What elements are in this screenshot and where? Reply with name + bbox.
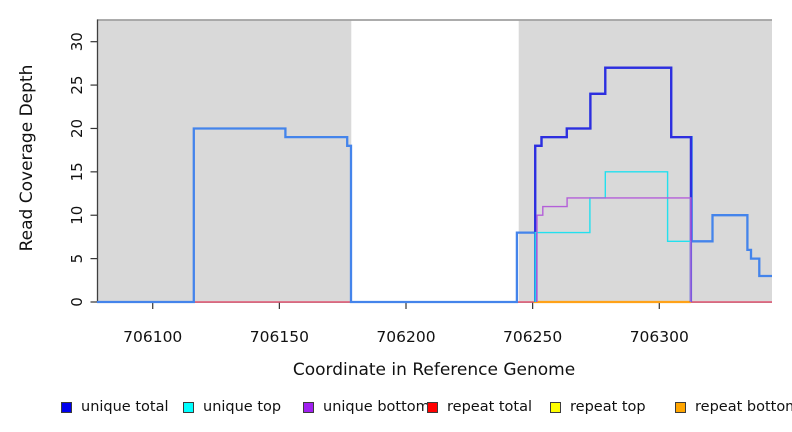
legend-item-repeat-total: repeat total xyxy=(427,398,532,416)
legend-item-repeat-top: repeat top xyxy=(550,398,646,416)
legend-item-unique-top: unique top xyxy=(183,398,281,416)
x-axis-title: Coordinate in Reference Genome xyxy=(292,360,576,380)
y-axis-title: Read Coverage Depth xyxy=(17,64,37,252)
x-tick-label: 706300 xyxy=(630,328,689,346)
coverage-chart-canvas: 706100 706150 706200 706250 706300 0 5 10 15 20 25… xyxy=(68,19,772,346)
x-tick-label: 706100 xyxy=(123,328,182,346)
y-tick-label: 15 xyxy=(68,162,86,181)
legend-item-unique-bottom: unique bottom xyxy=(303,398,430,416)
legend-label: repeat top xyxy=(570,399,646,415)
series-unique-bottom xyxy=(536,197,692,302)
legend: unique total unique top unique bottom re… xyxy=(0,398,792,418)
series-unique-total xyxy=(534,66,693,302)
legend-label: repeat bottom xyxy=(695,399,792,415)
unique-total-swatch-icon xyxy=(61,401,72,413)
y-tick-label: 10 xyxy=(68,206,86,225)
legend-label: unique top xyxy=(203,399,282,415)
legend-label: repeat total xyxy=(447,399,533,415)
unique-top-swatch-icon xyxy=(183,401,194,413)
legend-item-unique-total: unique total xyxy=(61,398,169,416)
shaded-region xyxy=(518,20,772,303)
repeat-bottom-swatch-icon xyxy=(675,401,686,413)
repeat-total-swatch-icon xyxy=(427,401,438,413)
shaded-region xyxy=(97,20,352,303)
x-tick-label: 706150 xyxy=(250,328,309,346)
x-tick-label: 706200 xyxy=(376,328,435,346)
y-tick-label: 20 xyxy=(68,119,86,138)
legend-item-repeat-bottom: repeat bottom xyxy=(675,398,792,416)
repeat-top-swatch-icon xyxy=(550,401,561,413)
unique-bottom-swatch-icon xyxy=(303,401,314,413)
legend-label: unique bottom xyxy=(323,399,430,415)
y-tick-label: 5 xyxy=(68,254,86,264)
x-tick-label: 706250 xyxy=(503,328,562,346)
y-tick-label: 25 xyxy=(68,76,86,95)
series-unique-top xyxy=(534,171,692,302)
legend-label: unique total xyxy=(81,399,169,415)
y-tick-label: 0 xyxy=(68,297,86,307)
y-tick-label: 30 xyxy=(68,32,86,51)
